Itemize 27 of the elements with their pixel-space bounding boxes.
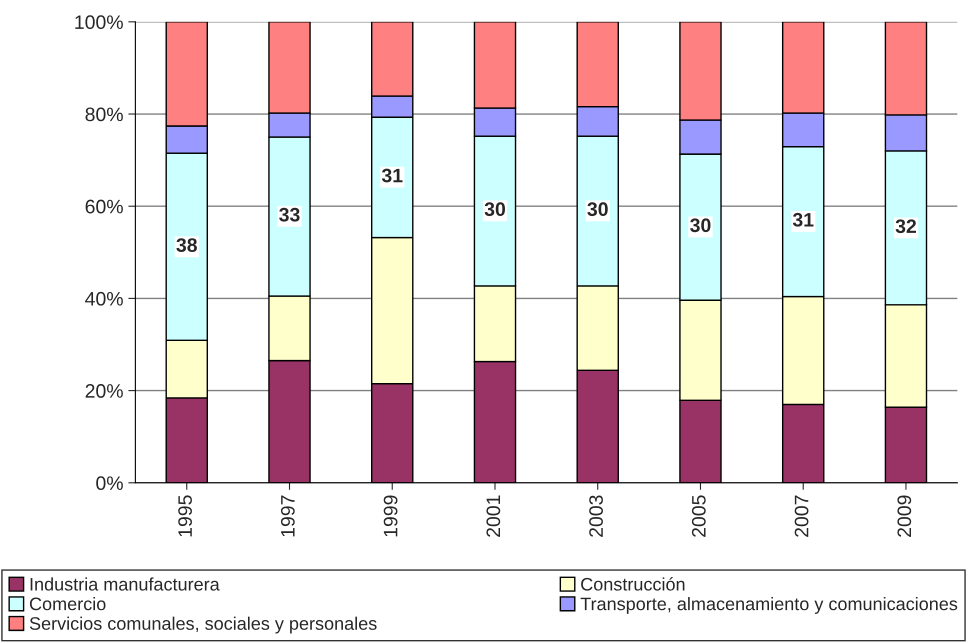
annotation: 30: [587, 202, 608, 216]
y-tick-label: 100%: [75, 15, 123, 30]
annotation: 33: [279, 208, 300, 222]
annotation: 30: [690, 218, 710, 232]
legend-label: Construcción: [581, 577, 684, 591]
legend-label: Servicios comunales, sociales y personales: [30, 616, 377, 634]
y-tick-label: 0%: [96, 476, 123, 490]
x-tick-label: 2003: [589, 495, 603, 537]
annotation: 31: [792, 212, 814, 227]
x-tick-label: 2009: [897, 496, 912, 537]
x-tick-label: 2001: [486, 496, 500, 537]
annotation: 32: [896, 219, 916, 234]
annotation: 31: [382, 168, 403, 182]
x-tick-label: 1997: [280, 496, 295, 536]
y-tick-label: 60%: [86, 200, 123, 214]
legend-label: Transporte, almacenamiento y comunicaciones: [580, 597, 958, 614]
x-tick-label: 1995: [178, 495, 192, 536]
legend-label: Comercio: [30, 597, 106, 610]
x-tick-label: 1999: [384, 496, 398, 536]
x-tick-label: 2005: [692, 495, 706, 537]
legend-label: Industria manufacturera: [30, 577, 220, 591]
y-tick-label: 20%: [86, 384, 123, 398]
y-tick-label: 40%: [85, 292, 123, 306]
y-tick-label: 80%: [86, 107, 123, 122]
x-tick-label: 2007: [794, 496, 808, 537]
annotation: 30: [484, 202, 505, 216]
annotation: 38: [176, 238, 197, 252]
